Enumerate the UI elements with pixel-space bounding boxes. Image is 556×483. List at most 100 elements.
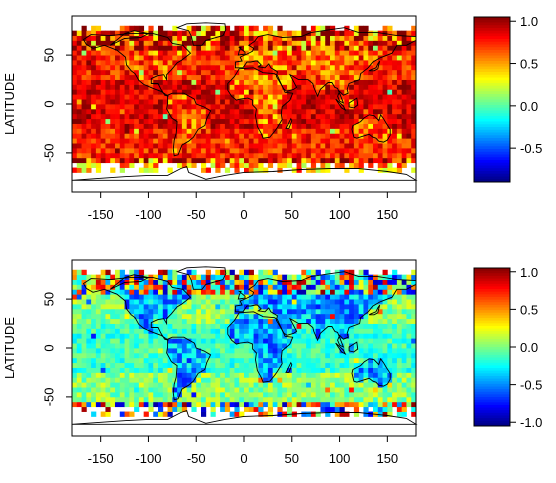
heatmap-cell [110,84,116,90]
heatmap-cell [396,148,403,154]
heatmap-cell [320,318,326,324]
heatmap-cell [253,74,259,80]
heatmap-cell [115,94,121,100]
heatmap-cell [143,279,149,285]
heatmap-cell [210,401,216,408]
heatmap-cell [143,387,149,393]
heatmap-cell [296,387,302,393]
heatmap-cell [119,328,125,334]
heatmap-cell [296,40,302,46]
heatmap-cell [181,279,188,285]
heatmap-cell [339,308,345,315]
heatmap-cell [191,148,197,154]
heatmap-cell [201,396,207,403]
heatmap-cell [95,328,102,334]
heatmap-cell [177,352,183,359]
heatmap-cell [220,104,226,110]
heatmap-cell [334,128,340,134]
heatmap-cell [358,123,364,129]
heatmap-cell [330,138,336,144]
heatmap-cell [119,367,125,373]
heatmap-cell [287,64,293,71]
heatmap-cell [396,401,403,408]
heatmap-cell [220,406,226,412]
heatmap-cell [215,377,221,383]
heatmap-cell [244,94,250,100]
heatmap-cell [100,289,106,295]
heatmap-cell [401,372,407,378]
heatmap-cell [258,411,264,417]
heatmap-cell [396,352,403,359]
heatmap-cell [353,118,360,124]
heatmap-cell [105,357,111,364]
heatmap-cell [296,167,302,173]
colorbar-swatch [474,315,510,319]
heatmap-cell [411,367,417,373]
heatmap-cell [191,99,197,105]
heatmap-cell [172,60,178,66]
heatmap-cell [115,294,121,300]
heatmap-cell [210,123,216,129]
heatmap-cell [148,162,154,168]
heatmap-cell [330,333,336,339]
heatmap-cell [220,84,226,90]
heatmap-cell [406,323,412,329]
heatmap-cell [301,372,307,378]
colorbar-swatch [474,69,510,73]
heatmap-cell [129,411,135,417]
heatmap-cell [153,157,159,164]
heatmap-cell [406,108,412,115]
heatmap-cell [138,94,145,100]
heatmap-cell [339,357,345,364]
heatmap-cell [86,138,92,144]
heatmap-cell [162,128,168,134]
heatmap-cell [325,377,331,383]
heatmap-cell [186,348,192,354]
heatmap-cell [201,35,207,41]
heatmap-cell [330,89,336,95]
heatmap-cell [110,387,116,393]
heatmap-cell [162,55,168,61]
heatmap-cell [363,50,369,56]
heatmap-cell [253,45,259,51]
heatmap-cell [382,396,388,403]
heatmap-cell [124,362,130,368]
coastline [335,98,347,111]
heatmap-cell [105,45,111,51]
heatmap-cell [363,128,369,134]
heatmap-cell [76,94,82,100]
heatmap-cell [100,123,106,129]
heatmap-cell [263,377,269,383]
heatmap-cell [129,401,135,408]
heatmap-cell [186,148,192,154]
heatmap-cell [244,289,250,295]
heatmap-cell [129,382,135,388]
heatmap-cell [148,333,154,339]
heatmap-cell [129,372,135,378]
heatmap-cell [320,294,326,300]
heatmap-cell [339,133,345,139]
heatmap-cell [263,60,269,66]
heatmap-cell [349,148,355,154]
heatmap-cell [382,64,388,71]
heatmap-cell [406,396,412,403]
heatmap-cell [115,299,121,305]
heatmap-cell [119,357,125,364]
heatmap-cell [76,299,82,305]
heatmap-cell [267,367,274,373]
heatmap-cell [253,89,259,95]
heatmap-cell [339,94,345,100]
heatmap-cell [215,348,221,354]
heatmap-cell [296,333,302,339]
heatmap-cell [392,348,398,354]
heatmap-cell [167,313,173,320]
heatmap-cell [134,333,140,339]
heatmap-cell [81,289,87,295]
heatmap-cell [253,343,259,349]
heatmap-cell [267,162,274,168]
heatmap-cell [330,367,336,373]
heatmap-cell [258,328,264,334]
heatmap-cell [124,45,130,51]
heatmap-cell [76,133,82,139]
heatmap-cell [334,318,340,324]
